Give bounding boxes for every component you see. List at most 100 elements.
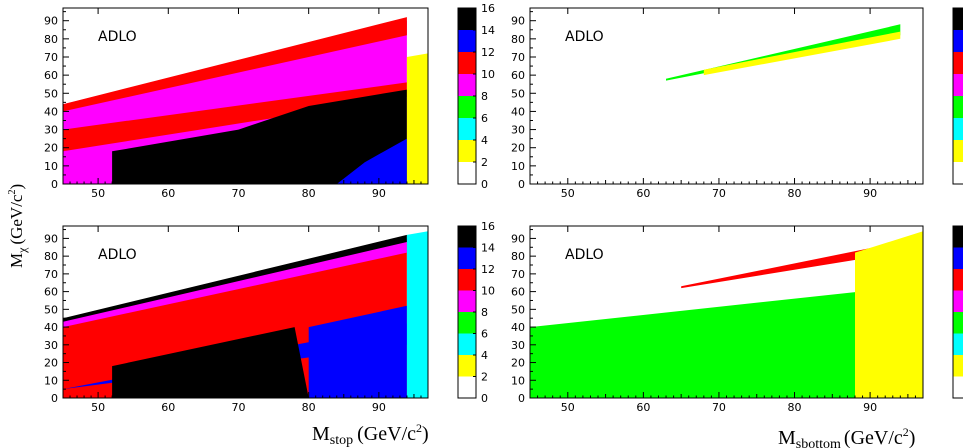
- y-tick-label: 20: [44, 142, 58, 155]
- heatmap-region-1: [681, 242, 901, 289]
- x-tick-label: 80: [788, 187, 802, 200]
- colorbar-tick-label: 2: [481, 371, 488, 384]
- adlo-annotation: ADLO: [98, 247, 137, 263]
- x-tick-label: 50: [561, 401, 575, 414]
- y-tick-label: 70: [511, 51, 525, 64]
- colorbar-segment: [953, 118, 963, 140]
- colorbar-tick-label: 0: [481, 392, 488, 405]
- colorbar-tick-label: 6: [481, 112, 488, 125]
- y-tick-label: 50: [511, 303, 525, 316]
- colorbar-segment: [458, 30, 476, 52]
- panel-bottom-right: 50607080900102030405060708090ADLO0246810…: [511, 225, 963, 414]
- colorbar-frame: [952, 225, 963, 399]
- x-tick-label: 90: [863, 401, 877, 414]
- colorbar-tick-label: 8: [481, 90, 488, 103]
- x-axis-title-sbottom: Msbottom (GeV/c2): [778, 425, 915, 448]
- x-tick-label: 80: [302, 187, 316, 200]
- y-tick-label: 20: [44, 357, 58, 370]
- colorbar-tick-label: 10: [481, 285, 495, 298]
- y-tick-label: 30: [511, 339, 525, 352]
- colorbar-segment: [953, 376, 963, 398]
- colorbar-tick-label: 16: [481, 220, 495, 233]
- colorbar-segment: [458, 162, 476, 184]
- y-tick-label: 60: [511, 69, 525, 82]
- colorbar-segment: [458, 96, 476, 118]
- colorbar-segment: [458, 247, 476, 269]
- colorbar-segment: [458, 74, 476, 96]
- y-tick-label: 80: [44, 33, 58, 46]
- x-tick-label: 90: [372, 187, 386, 200]
- panel-top-left: 50 60 70 80 90 0 10 20 30 40 50 60 70 80 90 ADLO 0 2 4 6 8 10…: [44, 2, 495, 200]
- adlo-annotation: ADLO: [565, 29, 604, 45]
- heatmap-region-6: [406, 231, 428, 398]
- colorbar-tick-label: 2: [481, 156, 488, 169]
- colorbar-segment: [458, 333, 476, 355]
- y-tick-label: 40: [511, 105, 525, 118]
- colorbar-segment: [458, 312, 476, 334]
- x-tick-label: 90: [863, 187, 877, 200]
- heatmap-region-5: [308, 305, 407, 398]
- y-tick-label: 80: [511, 33, 525, 46]
- y-tick-label: 0: [518, 392, 525, 405]
- colorbar-tick-label: 4: [481, 349, 488, 362]
- y-tick-label: 90: [44, 232, 58, 245]
- colorbar-segment: [953, 8, 963, 30]
- colorbar-tick-label: 8: [481, 306, 488, 319]
- colorbar-segment: [458, 376, 476, 398]
- heatmap-region-2: [63, 17, 407, 112]
- heatmap-region-0: [530, 288, 893, 398]
- colorbar-segment: [953, 140, 963, 162]
- heatmap-region-4: [112, 327, 309, 398]
- y-tick-label: 10: [511, 160, 525, 173]
- adlo-annotation: ADLO: [565, 247, 604, 263]
- y-tick-label: 80: [511, 250, 525, 263]
- panel-top-right: 50607080900102030405060708090ADLO0246810…: [511, 7, 963, 200]
- y-tick-label: 70: [44, 268, 58, 281]
- colorbar-segment: [953, 290, 963, 312]
- y-tick-label: 10: [511, 374, 525, 387]
- colorbar-frame: [952, 7, 963, 185]
- colorbar-segment: [458, 290, 476, 312]
- x-tick-label: 60: [161, 187, 175, 200]
- x-tick-label: 50: [91, 187, 105, 200]
- y-tick-label: 50: [511, 87, 525, 100]
- y-tick-label: 90: [44, 15, 58, 28]
- y-tick-label: 40: [44, 105, 58, 118]
- colorbar-tick-label: 14: [481, 242, 495, 255]
- y-tick-label: 30: [44, 339, 58, 352]
- colorbar-segment: [953, 96, 963, 118]
- x-tick-label: 90: [372, 401, 386, 414]
- y-tick-label: 0: [518, 178, 525, 191]
- heatmap-region-3: [112, 89, 407, 184]
- colorbar-segment: [953, 247, 963, 269]
- x-tick-label: 80: [302, 401, 316, 414]
- y-tick-label: 90: [511, 232, 525, 245]
- x-tick-label: 50: [561, 187, 575, 200]
- colorbar-segment: [953, 312, 963, 334]
- colorbar-segment: [458, 52, 476, 74]
- heatmap-region-4: [336, 138, 407, 184]
- colorbar-segment: [953, 226, 963, 248]
- y-tick-label: 0: [51, 392, 58, 405]
- x-tick-label: 70: [712, 401, 726, 414]
- y-tick-label: 10: [44, 374, 58, 387]
- y-tick-label: 0: [51, 178, 58, 191]
- colorbar-tick-label: 12: [481, 46, 495, 59]
- colorbar-segment: [953, 162, 963, 184]
- y-tick-label: 30: [44, 124, 58, 137]
- colorbar-segment: [458, 269, 476, 291]
- heatmap-region-1: [703, 31, 901, 76]
- colorbar-tick-label: 6: [481, 328, 488, 341]
- x-tick-label: 60: [636, 187, 650, 200]
- heatmap-region-2: [855, 231, 923, 398]
- colorbar-tick-label: 12: [481, 263, 495, 276]
- y-tick-label: 10: [44, 160, 58, 173]
- y-axis-title: Mχ(GeV/c2): [7, 184, 29, 268]
- y-tick-label: 70: [511, 268, 525, 281]
- y-tick-label: 30: [511, 124, 525, 137]
- y-tick-label: 60: [44, 286, 58, 299]
- colorbar-tick-label: 10: [481, 68, 495, 81]
- x-tick-label: 50: [91, 401, 105, 414]
- x-tick-label: 70: [712, 187, 726, 200]
